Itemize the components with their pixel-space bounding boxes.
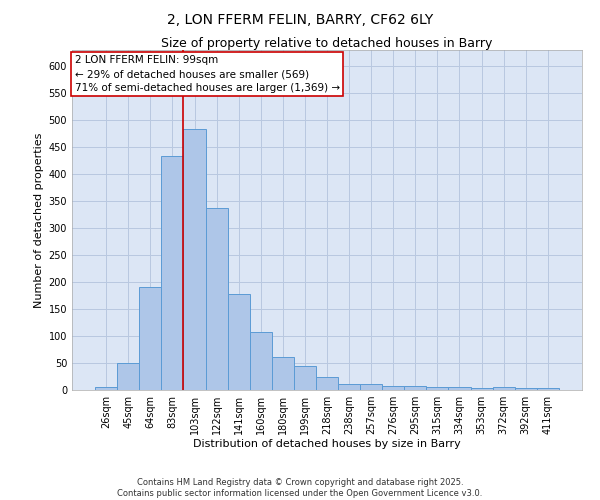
- Bar: [272, 356, 294, 390]
- Bar: [515, 388, 537, 390]
- Bar: [227, 294, 250, 390]
- Bar: [139, 288, 161, 390]
- Text: Contains HM Land Registry data © Crown copyright and database right 2025.
Contai: Contains HM Land Registry data © Crown c…: [118, 478, 482, 498]
- Bar: [316, 377, 338, 390]
- Bar: [95, 388, 117, 390]
- Bar: [117, 363, 139, 390]
- Title: Size of property relative to detached houses in Barry: Size of property relative to detached ho…: [161, 37, 493, 50]
- Bar: [470, 388, 493, 390]
- Text: 2 LON FFERM FELIN: 99sqm
← 29% of detached houses are smaller (569)
71% of semi-: 2 LON FFERM FELIN: 99sqm ← 29% of detach…: [74, 55, 340, 93]
- Bar: [360, 384, 382, 390]
- Bar: [184, 130, 206, 390]
- Bar: [427, 388, 448, 390]
- Bar: [448, 388, 470, 390]
- Bar: [338, 384, 360, 390]
- Bar: [250, 332, 272, 390]
- X-axis label: Distribution of detached houses by size in Barry: Distribution of detached houses by size …: [193, 438, 461, 448]
- Text: 2, LON FFERM FELIN, BARRY, CF62 6LY: 2, LON FFERM FELIN, BARRY, CF62 6LY: [167, 12, 433, 26]
- Bar: [382, 386, 404, 390]
- Bar: [493, 388, 515, 390]
- Bar: [161, 156, 184, 390]
- Bar: [206, 208, 227, 390]
- Bar: [404, 386, 427, 390]
- Bar: [294, 366, 316, 390]
- Bar: [537, 388, 559, 390]
- Y-axis label: Number of detached properties: Number of detached properties: [34, 132, 44, 308]
